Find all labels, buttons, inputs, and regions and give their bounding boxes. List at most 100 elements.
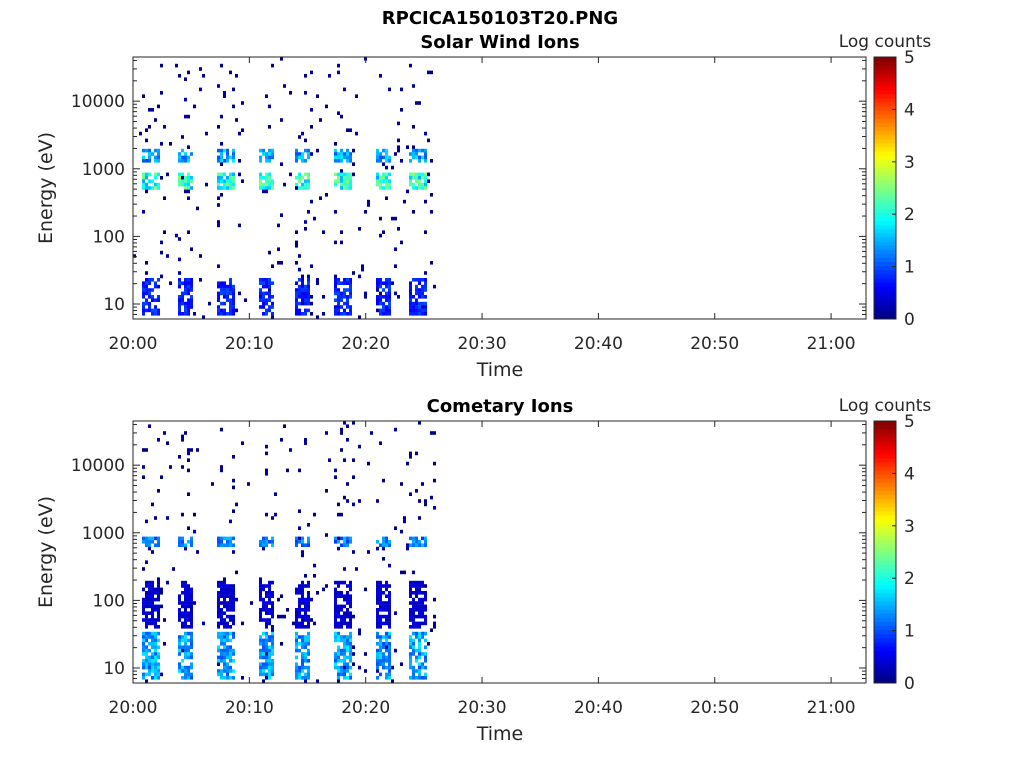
spectrogram-cell — [232, 305, 235, 309]
spectrogram-cell — [307, 536, 310, 541]
spectrogram-cell — [346, 665, 349, 670]
spectrogram-cell — [307, 635, 310, 639]
spectrogram-cell — [181, 291, 184, 296]
spectrogram-cell — [268, 284, 271, 289]
spectrogram-cell — [232, 182, 235, 187]
spectrogram-cell — [376, 179, 379, 183]
spectrogram-cell — [154, 608, 157, 612]
spectrogram-cell — [229, 182, 232, 187]
spectrogram-cell — [298, 669, 301, 673]
spectrogram-cell — [343, 672, 346, 677]
spectrogram-cell — [424, 176, 427, 180]
spectrogram-cell — [217, 172, 220, 177]
spectrogram-cell — [190, 281, 193, 285]
spectrogram-cell — [142, 638, 145, 643]
spectrogram-cell — [418, 591, 421, 595]
spectrogram-cell — [271, 601, 274, 605]
spectrogram-cell — [334, 631, 337, 636]
spectrogram-cell — [337, 679, 340, 683]
spectrogram-cell — [322, 312, 325, 316]
spectrogram-cell — [391, 665, 394, 670]
spectrogram-cell — [166, 516, 169, 520]
spectrogram-cell — [334, 312, 337, 316]
spectrogram-cell — [184, 284, 187, 289]
spectrogram-cell — [145, 618, 148, 622]
colorbar-segment — [874, 637, 896, 643]
spectrogram-cell — [145, 611, 148, 615]
spectrogram-cell — [346, 597, 349, 602]
spectrogram-cell — [265, 468, 268, 473]
spectrogram-cell — [187, 451, 190, 456]
spectrogram-cell — [298, 536, 301, 541]
spectrogram-cell — [301, 281, 304, 285]
spectrogram-cell — [418, 638, 421, 643]
spectrogram-cell — [298, 186, 301, 190]
spectrogram-cell — [349, 645, 352, 649]
spectrogram-cell — [217, 601, 220, 605]
spectrogram-cell — [424, 659, 427, 663]
spectrogram-cell — [277, 614, 280, 619]
spectrogram-cell — [157, 295, 160, 299]
spectrogram-cell — [301, 669, 304, 673]
spectrogram-cell — [376, 587, 379, 592]
spectrogram-cell — [160, 672, 163, 677]
spectrogram-cell — [412, 604, 415, 609]
spectrogram-cell — [382, 536, 385, 541]
colorbar-segment — [874, 220, 896, 226]
spectrogram-cell — [418, 676, 421, 680]
spectrogram-cell — [265, 172, 268, 177]
spectrogram-cell — [388, 642, 391, 646]
spectrogram-cell — [388, 540, 391, 544]
spectrogram-cell — [421, 301, 424, 306]
spectrogram-cell — [154, 591, 157, 595]
spectrogram-cell — [244, 298, 247, 302]
spectrogram-cell — [385, 635, 388, 639]
spectrogram-cell — [382, 312, 385, 316]
y-tick-label: 100 — [93, 591, 125, 611]
spectrogram-cell — [307, 621, 310, 626]
spectrogram-cell — [259, 652, 262, 656]
spectrogram-cell — [343, 642, 346, 646]
colorbar-segment — [874, 167, 896, 173]
spectrogram-cell — [190, 295, 193, 299]
spectrogram-cell — [301, 659, 304, 663]
spectrogram-cell — [346, 128, 349, 132]
spectrogram-cell — [187, 182, 190, 187]
spectrogram-cell — [145, 584, 148, 588]
spectrogram-cell — [265, 594, 268, 598]
spectrogram-cell — [385, 645, 388, 649]
spectrogram-cell — [301, 587, 304, 592]
spectrogram-cell — [217, 669, 220, 673]
spectrogram-cell — [334, 172, 337, 177]
spectrogram-cell — [187, 618, 190, 622]
spectrogram-cell — [265, 638, 268, 643]
spectrogram-cell — [190, 305, 193, 309]
spectrogram-cell — [346, 305, 349, 309]
spectrogram-cell — [166, 580, 169, 585]
spectrogram-cell — [178, 176, 181, 180]
spectrogram-cell — [181, 601, 184, 605]
spectrogram-cell — [232, 550, 235, 554]
spectrogram-cell — [181, 512, 184, 517]
spectrogram-cell — [226, 608, 229, 612]
spectrogram-cell — [370, 431, 373, 435]
spectrogram-cell — [220, 162, 223, 166]
spectrogram-cell — [157, 148, 160, 153]
spectrogram-cell — [292, 621, 295, 626]
spectrogram-cell — [148, 659, 151, 663]
spectrogram-cell — [184, 291, 187, 296]
spectrogram-cell — [337, 281, 340, 285]
spectrogram-cell — [148, 108, 151, 112]
spectrogram-cell — [190, 284, 193, 289]
spectrogram-cell — [340, 182, 343, 187]
spectrogram-cell — [301, 186, 304, 190]
spectrogram-cell — [151, 638, 154, 643]
spectrogram-cell — [145, 665, 148, 670]
spectrogram-cell — [223, 597, 226, 602]
spectrogram-cell — [349, 305, 352, 309]
spectrogram-cell — [259, 281, 262, 285]
spectrogram-cell — [148, 546, 151, 551]
spectrogram-cell — [160, 176, 163, 180]
spectrogram-cell — [145, 655, 148, 660]
spectrogram-cell — [181, 434, 184, 439]
